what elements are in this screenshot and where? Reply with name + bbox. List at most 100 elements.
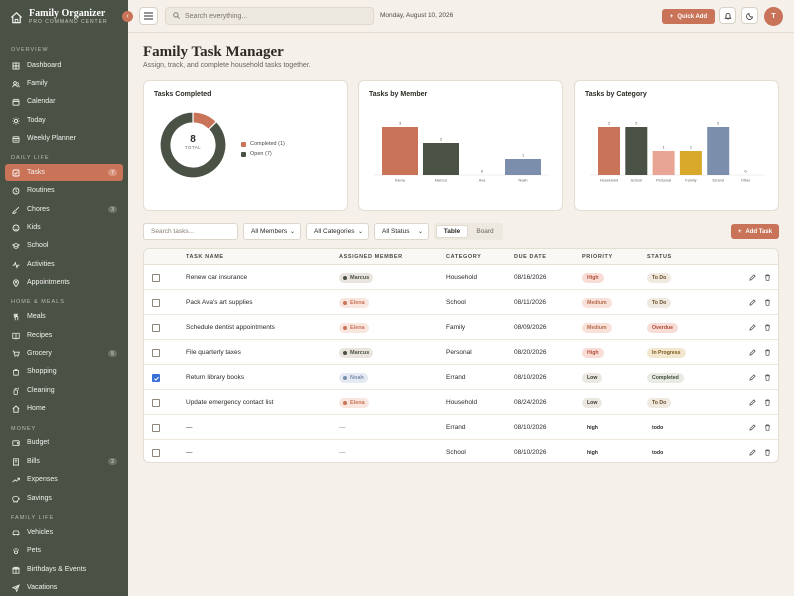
- task-search-input[interactable]: Search tasks...: [143, 223, 238, 240]
- priority-badge: Medium: [582, 298, 612, 308]
- moon-icon: [745, 7, 754, 25]
- sidebar-item-pets[interactable]: Pets: [5, 542, 123, 559]
- user-avatar[interactable]: T: [764, 7, 783, 26]
- sidebar-item-weekly-planner[interactable]: Weekly Planner: [5, 130, 123, 147]
- sidebar-item-budget[interactable]: Budget: [5, 434, 123, 451]
- edit-icon[interactable]: [748, 273, 756, 281]
- brand-subtitle: PRO COMMAND CENTER: [29, 19, 108, 25]
- sidebar-item-meals[interactable]: Meals: [5, 308, 123, 325]
- trash-icon[interactable]: [763, 373, 771, 381]
- view-table-button[interactable]: Table: [436, 225, 468, 238]
- bar-marcus: [423, 143, 459, 175]
- edit-icon[interactable]: [748, 398, 756, 406]
- member-chip: Marcus: [339, 273, 374, 283]
- sidebar-item-label: Family: [27, 80, 48, 87]
- view-board-button[interactable]: Board: [476, 228, 494, 235]
- member-name: Marcus: [350, 275, 370, 281]
- card-title-member: Tasks by Member: [369, 91, 428, 98]
- member-empty: —: [339, 449, 346, 456]
- trash-icon[interactable]: [763, 273, 771, 281]
- count-badge: 3: [108, 206, 117, 213]
- trash-icon[interactable]: [763, 423, 771, 431]
- row-checkbox[interactable]: [152, 449, 160, 457]
- sidebar-item-cleaning[interactable]: Cleaning: [5, 382, 123, 399]
- row-checkbox[interactable]: [152, 349, 160, 357]
- collapse-sidebar-button[interactable]: ‹: [122, 11, 133, 22]
- trash-icon[interactable]: [763, 448, 771, 456]
- edit-icon[interactable]: [748, 448, 756, 456]
- notifications-button[interactable]: [719, 7, 736, 24]
- table-row[interactable]: — — School 08/10/2026 high todo: [144, 440, 778, 462]
- trash-icon[interactable]: [763, 348, 771, 356]
- theme-toggle-button[interactable]: [741, 7, 758, 24]
- table-row[interactable]: Pack Ava's art supplies Elena School 08/11/…: [144, 290, 778, 315]
- sidebar-item-chores[interactable]: Chores 3: [5, 201, 123, 218]
- trash-icon[interactable]: [763, 323, 771, 331]
- quick-add-button[interactable]: + Quick Add: [662, 9, 715, 24]
- row-checkbox[interactable]: [152, 299, 160, 307]
- sidebar-item-calendar[interactable]: Calendar: [5, 93, 123, 110]
- sidebar-item-tasks[interactable]: Tasks 7: [5, 164, 123, 181]
- edit-icon[interactable]: [748, 323, 756, 331]
- table-row[interactable]: Return library books Noah Errand 08/10/2026…: [144, 365, 778, 390]
- category-filter-select[interactable]: All Categories ⌄: [306, 223, 369, 240]
- row-checkbox[interactable]: [152, 424, 160, 432]
- sidebar-item-today[interactable]: Today: [5, 112, 123, 129]
- global-search-input[interactable]: Search everything...: [165, 7, 374, 25]
- member-name: Marcus: [350, 350, 370, 356]
- table-row[interactable]: Renew car insurance Marcus Household 08/16/…: [144, 265, 778, 290]
- edit-icon[interactable]: [748, 373, 756, 381]
- page-title: Family Task Manager: [143, 44, 284, 60]
- row-checkbox[interactable]: [152, 324, 160, 332]
- sidebar-item-routines[interactable]: Routines: [5, 182, 123, 199]
- due-date-cell: 08/16/2026: [514, 274, 547, 281]
- sidebar-item-family[interactable]: Family: [5, 75, 123, 92]
- sidebar-item-recipes[interactable]: Recipes: [5, 327, 123, 344]
- trash-icon[interactable]: [763, 398, 771, 406]
- sidebar-item-label: Routines: [27, 187, 55, 194]
- sidebar-item-label: Activities: [27, 261, 55, 268]
- edit-icon[interactable]: [748, 348, 756, 356]
- table-row[interactable]: Update emergency contact list Elena Househ…: [144, 390, 778, 415]
- bar-category-label-family: Family: [685, 179, 696, 183]
- row-checkbox[interactable]: [152, 274, 160, 282]
- sidebar-item-dashboard[interactable]: Dashboard: [5, 57, 123, 74]
- sidebar-item-expenses[interactable]: Expenses: [5, 471, 123, 488]
- sidebar-item-activities[interactable]: Activities: [5, 256, 123, 273]
- sidebar-item-label: Budget: [27, 439, 50, 446]
- member-name: Elena: [350, 300, 365, 306]
- member-chip: Elena: [339, 298, 369, 308]
- sidebar-item-school[interactable]: School: [5, 237, 123, 254]
- sidebar-item-kids[interactable]: Kids: [5, 219, 123, 236]
- sidebar-item-vehicles[interactable]: Vehicles: [5, 524, 123, 541]
- menu-button[interactable]: [139, 7, 158, 25]
- sidebar-item-savings[interactable]: Savings: [5, 490, 123, 507]
- edit-icon[interactable]: [748, 298, 756, 306]
- sidebar-item-birthdays-and-events[interactable]: Birthdays & Events: [5, 561, 123, 578]
- edit-icon[interactable]: [748, 423, 756, 431]
- sidebar-item-label: Birthdays & Events: [27, 566, 87, 573]
- row-checkbox[interactable]: [152, 399, 160, 407]
- sidebar: Family Organizer PRO COMMAND CENTER OVER…: [0, 0, 128, 596]
- category-cell: Household: [446, 274, 478, 281]
- sidebar-item-vacations[interactable]: Vacations: [5, 579, 123, 596]
- sidebar-item-shopping[interactable]: Shopping: [5, 363, 123, 380]
- sidebar-item-appointments[interactable]: Appointments: [5, 274, 123, 291]
- priority-badge: high: [587, 450, 598, 456]
- task-name: —: [186, 449, 193, 456]
- bar-value-label-school: 2: [635, 122, 637, 126]
- task-name: Schedule dentist appointments: [186, 324, 275, 331]
- header-due-date: DUE DATE: [514, 254, 547, 260]
- sidebar-item-bills[interactable]: Bills 2: [5, 453, 123, 470]
- table-row[interactable]: — — Errand 08/10/2026 high todo: [144, 415, 778, 440]
- trash-icon[interactable]: [763, 298, 771, 306]
- task-name: Return library books: [186, 374, 245, 381]
- table-row[interactable]: File quarterly taxes Marcus Personal 08/20/…: [144, 340, 778, 365]
- sidebar-item-grocery[interactable]: Grocery 5: [5, 345, 123, 362]
- table-row[interactable]: Schedule dentist appointments Elena Family…: [144, 315, 778, 340]
- add-task-button[interactable]: + Add Task: [731, 224, 779, 239]
- sidebar-item-home[interactable]: Home: [5, 400, 123, 417]
- member-filter-select[interactable]: All Members ⌄: [243, 223, 301, 240]
- status-filter-select[interactable]: All Status ⌄: [374, 223, 429, 240]
- row-checkbox[interactable]: [152, 374, 160, 382]
